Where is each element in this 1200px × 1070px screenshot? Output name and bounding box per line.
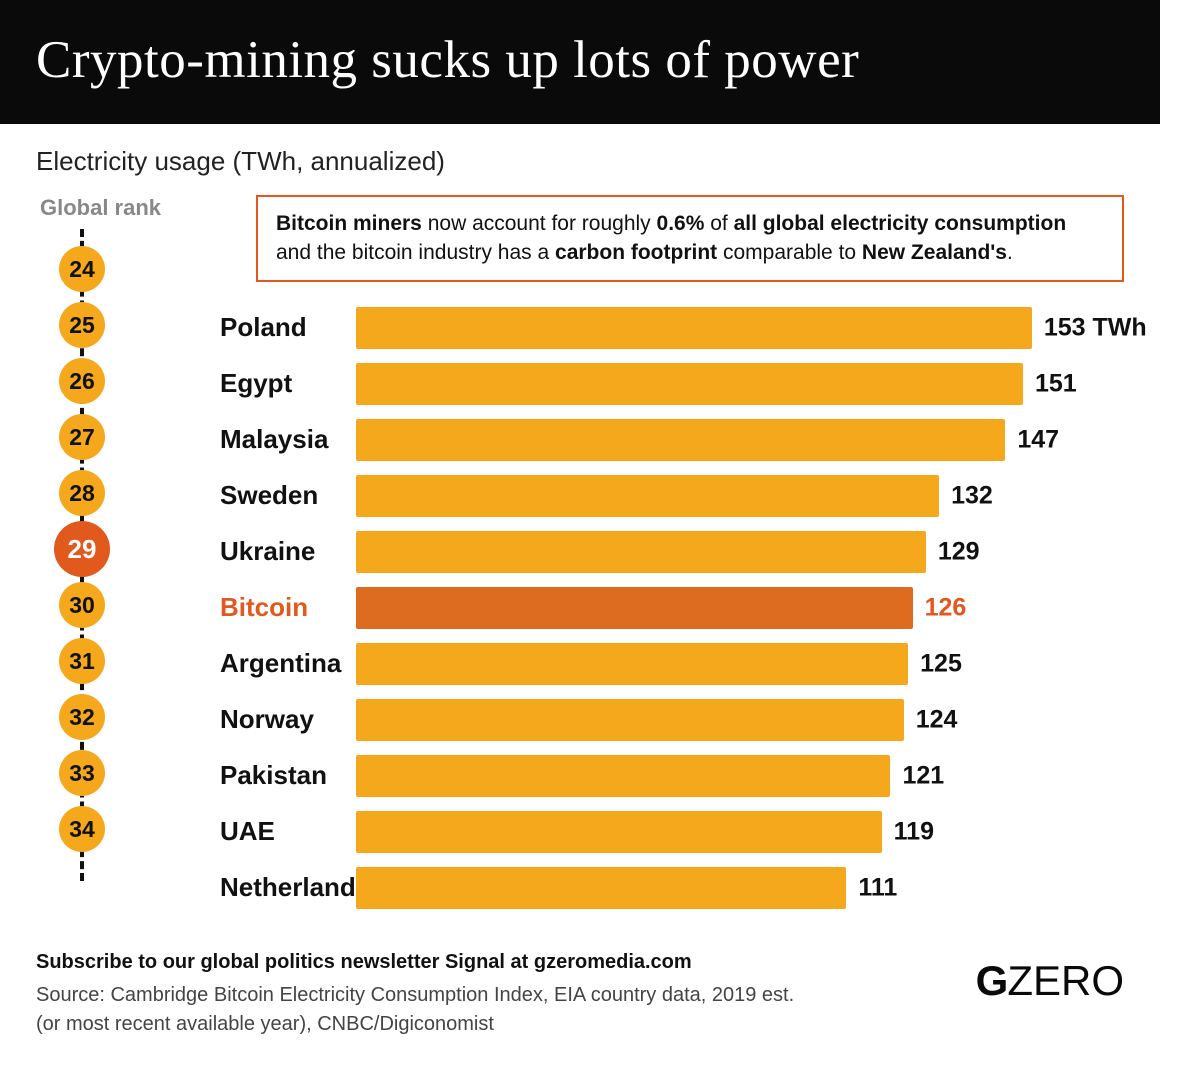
rank-badge: 32 — [59, 694, 105, 740]
bar-label: UAE — [196, 816, 356, 847]
bar-label: Malaysia — [196, 424, 356, 455]
bar-value: 124 — [916, 705, 958, 734]
bar-value: 153 TWh — [1044, 313, 1147, 342]
footer-text: Subscribe to our global politics newslet… — [36, 948, 796, 1039]
bar-label: Poland — [196, 312, 356, 343]
bar-value: 129 — [938, 537, 980, 566]
bar-track: 126 — [356, 587, 1124, 629]
brand-zero: ZERO — [1007, 957, 1124, 1004]
bar-track: 132 — [356, 475, 1124, 517]
bar-label: Norway — [196, 704, 356, 735]
bar-fill: 111 — [356, 867, 846, 909]
bar-fill: 147 — [356, 419, 1005, 461]
bar-fill: 151 — [356, 363, 1023, 405]
bar-label: Egypt — [196, 368, 356, 399]
bar-value: 147 — [1017, 425, 1059, 454]
rank-badges: 24 25 26 27 28 29 30 31 32 33 34 — [36, 229, 196, 857]
bar-label: Pakistan — [196, 760, 356, 791]
bars-column: Bitcoin miners now account for roughly 0… — [196, 195, 1124, 916]
rank-badge-row: 29 — [36, 521, 196, 577]
bar-row: Egypt151 — [196, 356, 1124, 412]
bar-row: Sweden132 — [196, 468, 1124, 524]
bar-row: Netherlands111 — [196, 860, 1124, 916]
bar-value: 111 — [858, 873, 897, 902]
bar-label: Bitcoin — [196, 592, 356, 623]
content-area: Electricity usage (TWh, annualized) Glob… — [0, 124, 1160, 1057]
page-title: Crypto-mining sucks up lots of power — [36, 30, 1124, 90]
bar-value: 132 — [951, 481, 993, 510]
bar-fill: 126 — [356, 587, 913, 629]
bar-value: 126 — [925, 593, 967, 622]
bar-label: Ukraine — [196, 536, 356, 567]
brand-logo: GZERO — [976, 957, 1124, 1039]
rank-badge: 33 — [59, 750, 105, 796]
rank-badge: 34 — [59, 806, 105, 852]
rank-badge-row: 30 — [36, 577, 196, 633]
bar-track: 121 — [356, 755, 1124, 797]
bar-row: Norway124 — [196, 692, 1124, 748]
bar-value: 151 — [1035, 369, 1077, 398]
rank-badge-row: 31 — [36, 633, 196, 689]
subscribe-cta: Subscribe to our global politics newslet… — [36, 948, 796, 977]
rank-badge: 30 — [59, 582, 105, 628]
bar-row: Pakistan121 — [196, 748, 1124, 804]
rank-badge: 26 — [59, 358, 105, 404]
bar-row: Bitcoin126 — [196, 580, 1124, 636]
bar-track: 124 — [356, 699, 1124, 741]
bar-label: Argentina — [196, 648, 356, 679]
rank-column: Global rank 24 25 26 27 28 29 30 31 32 33 34 — [36, 195, 196, 857]
rank-badge: 31 — [59, 638, 105, 684]
rank-badge: 28 — [59, 470, 105, 516]
bar-track: 111 — [356, 867, 1124, 909]
brand-g: G — [976, 957, 1008, 1004]
bar-label: Sweden — [196, 480, 356, 511]
rank-badge: 27 — [59, 414, 105, 460]
rank-badge-row: 24 — [36, 241, 196, 297]
bar-track: 119 — [356, 811, 1124, 853]
bar-fill: 119 — [356, 811, 882, 853]
bar-fill: 124 — [356, 699, 904, 741]
bar-row: Malaysia147 — [196, 412, 1124, 468]
rank-badge-row: 27 — [36, 409, 196, 465]
bar-track: 151 — [356, 363, 1124, 405]
bar-fill: 125 — [356, 643, 908, 685]
bar-value: 125 — [920, 649, 962, 678]
footer: Subscribe to our global politics newslet… — [36, 948, 1124, 1039]
chart-area: Global rank 24 25 26 27 28 29 30 31 32 33 34 Bitco… — [36, 195, 1124, 916]
rank-badge: 25 — [59, 302, 105, 348]
bar-track: 129 — [356, 531, 1124, 573]
bar-fill: 129 — [356, 531, 926, 573]
rank-badge-row: 25 — [36, 297, 196, 353]
bar-row: UAE119 — [196, 804, 1124, 860]
bar-fill: 132 — [356, 475, 939, 517]
rank-badge-row: 32 — [36, 689, 196, 745]
bar-fill: 121 — [356, 755, 890, 797]
infographic-container: Crypto-mining sucks up lots of power Ele… — [0, 0, 1160, 1057]
bar-value: 121 — [902, 761, 944, 790]
source-line: Source: Cambridge Bitcoin Electricity Co… — [36, 981, 796, 1039]
rank-badge-row: 26 — [36, 353, 196, 409]
title-bar: Crypto-mining sucks up lots of power — [0, 0, 1160, 124]
bar-row: Poland153 TWh — [196, 300, 1124, 356]
bar-value: 119 — [894, 817, 934, 846]
chart-subtitle: Electricity usage (TWh, annualized) — [36, 146, 1124, 177]
rank-badge-row: 33 — [36, 745, 196, 801]
rank-badge: 24 — [59, 246, 105, 292]
rank-badge-row: 34 — [36, 801, 196, 857]
bar-track: 153 TWh — [356, 307, 1124, 349]
bar-fill: 153 TWh — [356, 307, 1032, 349]
bar-label: Netherlands — [196, 872, 356, 903]
bar-row: Ukraine129 — [196, 524, 1124, 580]
rank-header: Global rank — [36, 195, 196, 221]
bar-track: 147 — [356, 419, 1124, 461]
rank-badge: 29 — [54, 521, 110, 577]
bar-track: 125 — [356, 643, 1124, 685]
callout-box: Bitcoin miners now account for roughly 0… — [256, 195, 1124, 282]
rank-badge-row: 28 — [36, 465, 196, 521]
bar-row: Argentina125 — [196, 636, 1124, 692]
